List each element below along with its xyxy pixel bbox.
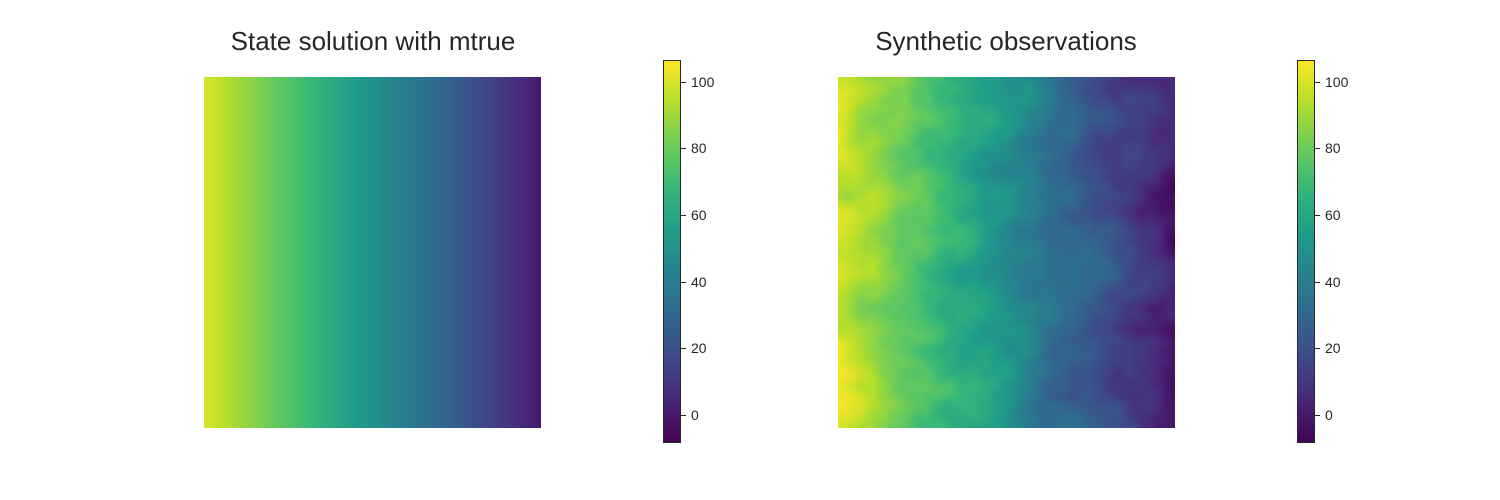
colorbar-tick-label: 100 — [1325, 73, 1349, 90]
chart-title: State solution with mtrue — [230, 26, 516, 56]
colorbar-tick-label: 60 — [691, 206, 707, 223]
colorbar — [663, 60, 681, 443]
colorbar-ticks: 0 20 40 60 80 100 — [681, 60, 741, 443]
colorbar-tick — [1315, 414, 1320, 416]
colorbar-tick-label: 0 — [691, 406, 699, 423]
colorbar-tick — [681, 148, 686, 150]
chart-title: Synthetic observations — [875, 26, 1137, 56]
colorbar-tick-label: 80 — [1325, 140, 1341, 157]
colorbar-tick — [681, 348, 686, 350]
colorbar-tick-label: 40 — [691, 273, 707, 290]
colorbar-tick — [1315, 348, 1320, 350]
colorbar-tick-label: 100 — [691, 73, 715, 90]
colorbar-tick-label: 40 — [1325, 273, 1341, 290]
colorbar-tick — [681, 81, 686, 83]
colorbar-tick — [681, 414, 686, 416]
colorbar-tick-label: 60 — [1325, 206, 1341, 223]
colorbar — [1297, 60, 1315, 443]
colorbar-tick — [1315, 148, 1320, 150]
colorbar-tick — [681, 281, 686, 283]
colorbar-tick-label: 80 — [691, 140, 707, 157]
heatmap-synthetic-observations — [838, 77, 1175, 428]
heatmap-state-solution — [204, 77, 541, 428]
colorbar-tick-label: 20 — [691, 340, 707, 357]
colorbar-tick — [1315, 81, 1320, 83]
colorbar-tick — [1315, 214, 1320, 216]
colorbar-ticks: 0 20 40 60 80 100 — [1315, 60, 1375, 443]
colorbar-tick-label: 20 — [1325, 340, 1341, 357]
colorbar-tick — [1315, 281, 1320, 283]
colorbar-tick — [681, 214, 686, 216]
colorbar-tick-label: 0 — [1325, 406, 1333, 423]
